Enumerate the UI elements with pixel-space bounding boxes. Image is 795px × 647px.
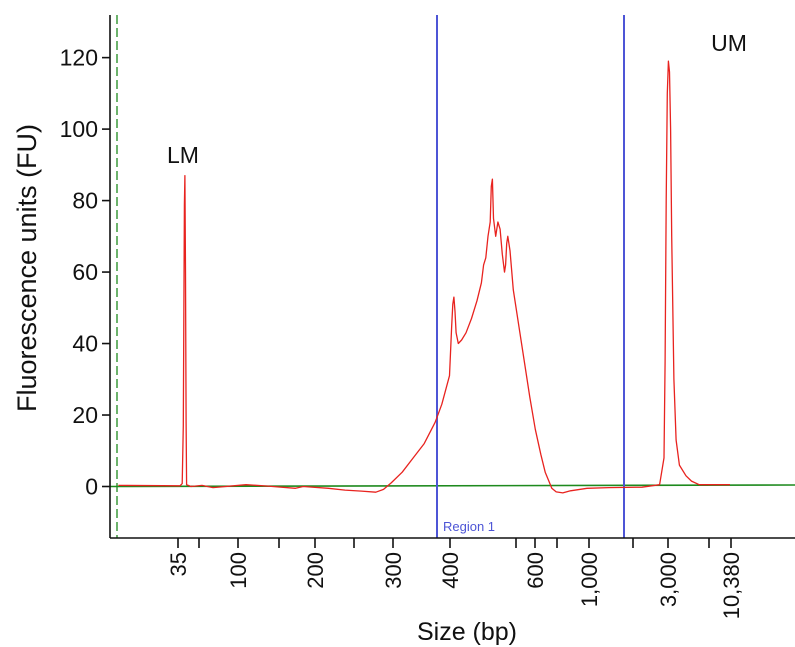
y-tick-label: 60 [72, 259, 98, 285]
x-tick-label: 1,000 [577, 552, 602, 607]
region-label: Region 1 [443, 519, 495, 534]
y-tick-label: 100 [60, 116, 98, 142]
x-tick-label: 300 [381, 552, 406, 589]
axes: 0 20 40 60 80 100 120 35 100 200 300 400 600 1,000 3,0… [60, 15, 795, 619]
y-tick-label: 0 [85, 474, 98, 500]
peak-label-lm: LM [167, 142, 199, 168]
x-tick-label: 3,000 [656, 552, 681, 607]
y-tick-label: 20 [72, 402, 98, 428]
x-axis-title: Size (bp) [417, 618, 517, 646]
plot-area: Region 1 LM UM [109, 15, 795, 538]
y-axis-title: Fluorescence units (FU) [12, 124, 42, 412]
y-tick-label: 40 [72, 331, 98, 357]
fluorescence-trace [118, 60, 730, 494]
x-tick-label: 35 [166, 552, 191, 576]
x-tick-label: 10,380 [719, 552, 744, 619]
x-tick-label: 200 [303, 552, 328, 589]
peak-label-um: UM [711, 30, 747, 56]
baseline-line [109, 484, 795, 488]
y-tick-label: 120 [60, 45, 98, 71]
x-tick-label: 400 [438, 552, 463, 589]
x-tick-label: 100 [226, 552, 251, 589]
y-tick-label: 80 [72, 188, 98, 214]
x-tick-label: 600 [523, 552, 548, 589]
